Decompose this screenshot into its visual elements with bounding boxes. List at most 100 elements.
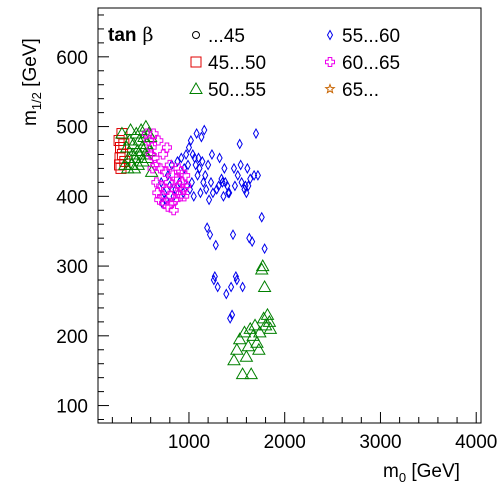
axis-ticks: 1000 2000 3000 4000 100 200 300 400 500 600 <box>56 14 497 453</box>
data-point <box>206 229 214 241</box>
data-point <box>187 134 194 147</box>
data-point <box>194 169 201 181</box>
data-point <box>190 190 197 202</box>
data-point <box>149 152 160 163</box>
data-point <box>204 222 211 234</box>
data-point <box>250 335 264 348</box>
y-axis-title-main: m <box>20 110 41 126</box>
data-point <box>168 205 179 216</box>
y-axis-title-sub: 1/2 <box>29 92 44 110</box>
data-point <box>198 131 205 143</box>
data-point <box>154 194 165 205</box>
data-point <box>127 161 142 174</box>
data-point <box>126 137 141 150</box>
legend: tan β ...45 45...50 50...55 55...60 60...65 65… <box>108 24 400 101</box>
data-point <box>225 187 232 199</box>
data-point <box>173 163 184 174</box>
legend-label: 60...65 <box>342 53 400 74</box>
data-point <box>195 152 202 164</box>
data-point <box>123 123 138 136</box>
legend-label: 55...60 <box>342 26 400 47</box>
data-point <box>229 229 237 241</box>
data-point <box>167 170 178 181</box>
data-point <box>115 126 129 139</box>
series-3 <box>158 124 268 324</box>
data-point <box>226 187 233 199</box>
data-point <box>258 211 265 223</box>
data-point <box>254 262 269 275</box>
data-point <box>171 173 182 184</box>
y-axis-title: m1/2 [GeV] <box>20 38 44 126</box>
data-point <box>197 187 204 199</box>
legend-label: 45...50 <box>208 53 266 74</box>
data-point <box>153 135 164 146</box>
legend-entry: 60...65 <box>325 53 400 74</box>
data-point <box>147 163 158 174</box>
data-point <box>200 176 207 188</box>
data-point <box>205 159 212 171</box>
data-point <box>243 187 250 199</box>
data-point <box>160 166 171 177</box>
data-point <box>261 243 268 255</box>
data-point <box>227 353 241 366</box>
data-point <box>124 157 139 170</box>
y-tick-label: 600 <box>56 48 88 69</box>
legend-entries: ...45 45...50 50...55 55...60 60...65 65... <box>189 26 400 101</box>
data-point <box>244 367 259 380</box>
data-point <box>202 169 209 181</box>
legend-entry: 45...50 <box>190 53 266 74</box>
data-point <box>247 173 254 185</box>
legend-title-text: tan <box>108 25 137 46</box>
y-tick-label: 200 <box>56 327 88 348</box>
data-point <box>193 128 200 140</box>
data-point <box>177 177 188 188</box>
data-point <box>216 152 223 164</box>
data-point <box>156 180 167 191</box>
data-point <box>201 124 208 136</box>
data-point <box>239 349 254 362</box>
data-point <box>263 321 278 334</box>
data-point <box>205 194 213 206</box>
data-point <box>210 274 217 286</box>
legend-label: ...45 <box>208 26 245 47</box>
data-point <box>135 140 149 153</box>
data-point <box>138 147 152 160</box>
data-point <box>140 150 155 163</box>
data-point <box>196 162 203 174</box>
data-point <box>237 325 252 338</box>
data-point <box>237 159 244 171</box>
data-point <box>159 198 170 209</box>
legend-marker <box>192 31 200 39</box>
data-point <box>129 126 144 139</box>
legend-title-symbol: β <box>143 24 154 46</box>
data-point <box>212 239 219 251</box>
y-tick-label: 500 <box>56 118 88 139</box>
data-point <box>221 162 228 174</box>
series-4 <box>141 128 192 216</box>
data-point <box>180 170 191 181</box>
data-point <box>158 149 169 160</box>
data-point <box>232 332 247 345</box>
data-point <box>252 325 267 338</box>
data-point <box>181 180 192 191</box>
data-point <box>131 157 146 170</box>
data-point <box>157 191 168 202</box>
data-point <box>231 180 238 192</box>
data-point <box>184 159 192 171</box>
x-tick-label: 3000 <box>359 432 401 453</box>
data-point <box>234 169 241 181</box>
data-point <box>208 148 216 161</box>
data-point <box>183 148 190 161</box>
data-point <box>160 184 171 195</box>
data-point <box>185 141 193 154</box>
data-point <box>151 177 162 188</box>
y-axis-title-unit: [GeV] <box>20 38 41 92</box>
data-point <box>146 142 157 153</box>
data-point <box>245 180 252 192</box>
data-point <box>139 119 153 132</box>
data-point <box>233 274 240 286</box>
data-point <box>232 270 239 283</box>
data-point <box>262 314 277 327</box>
data-point <box>152 187 163 198</box>
